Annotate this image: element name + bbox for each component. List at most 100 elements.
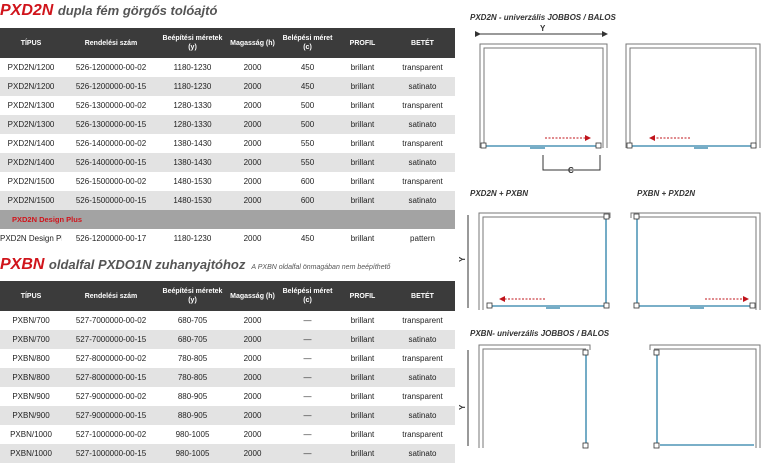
- cell: 450: [280, 77, 335, 96]
- cell: 980-1005: [160, 444, 225, 463]
- cell: PXD2N/1400: [0, 153, 62, 172]
- cell: PXBN/900: [0, 406, 62, 425]
- cell: —: [280, 330, 335, 349]
- cell: 2000: [243, 101, 262, 110]
- cell: 526-1500000-00-02: [75, 177, 147, 186]
- cell: brillant: [350, 139, 375, 148]
- cell: PXBN/900: [12, 392, 50, 401]
- cell: 527-1000000-00-15: [62, 444, 160, 463]
- row: PXD2N/1500 526-1500000-00-15 1480-1530 2000…: [0, 191, 455, 210]
- cell: 550: [280, 153, 335, 172]
- cell: PXD2N/1200: [7, 63, 55, 72]
- cell: 2000: [243, 139, 262, 148]
- cell: —: [303, 430, 312, 439]
- cell: brillant: [350, 392, 375, 401]
- cell: 2000: [243, 234, 262, 243]
- header-cell: BETÉT: [390, 28, 455, 58]
- cell: 680-705: [177, 316, 208, 325]
- title-2: PXBN oldalfal PXDO1N zuhanyajtóhoz A PXBN…: [0, 256, 390, 274]
- header-cell: BETÉT: [390, 281, 455, 311]
- cell: satinato: [390, 444, 455, 463]
- cell: —: [303, 392, 312, 401]
- header-cell: Magasság (h): [225, 281, 280, 311]
- cell: 2000: [243, 177, 262, 186]
- diagram-title: PXBN + PXD2N: [637, 189, 695, 198]
- cell: 2000: [243, 316, 262, 325]
- title-text: oldalfal PXDO1N zuhanyajtóhoz: [48, 257, 246, 272]
- header-cell: Belépési méret (c): [280, 281, 335, 311]
- cell: pattern: [410, 234, 435, 243]
- cell: 2000: [243, 354, 262, 363]
- cell: brillant: [335, 444, 390, 463]
- header-cell: PROFIL: [335, 28, 390, 58]
- cell: brillant: [350, 101, 375, 110]
- row: PXBN/700 527-7000000-00-02 680-705 2000 — bri…: [0, 311, 455, 330]
- table-pxbn: TÍPUS Rendelési szám Beépítési méretek (y)…: [0, 281, 455, 463]
- cell: transparent: [402, 63, 443, 72]
- cell: 526-1200000-00-15: [62, 77, 160, 96]
- cell: 1180-1230: [160, 77, 225, 96]
- cell: 2000: [225, 191, 280, 210]
- cell: 1180-1230: [173, 63, 212, 72]
- cell: PXBN/800: [0, 368, 62, 387]
- header-cell: Beépítési méretek (y): [160, 281, 225, 311]
- cell: —: [303, 354, 312, 363]
- cell: 2000: [243, 430, 262, 439]
- cell: 527-1000000-00-02: [75, 430, 147, 439]
- cell: brillant: [350, 430, 375, 439]
- cell: transparent: [402, 430, 443, 439]
- cell: 526-1300000-00-15: [62, 115, 160, 134]
- cell: 450: [300, 63, 315, 72]
- cell: transparent: [402, 392, 443, 401]
- row: PXBN/800 527-8000000-00-02 780-805 2000 — bri…: [0, 349, 455, 368]
- cell: 600: [280, 191, 335, 210]
- cell: 526-1200000-00-17: [75, 234, 147, 243]
- header-cell: TÍPUS: [0, 281, 62, 311]
- cell: 880-905: [177, 392, 208, 401]
- cell: 1380-1430: [160, 153, 225, 172]
- cell: —: [280, 444, 335, 463]
- cell: satinato: [390, 77, 455, 96]
- cell: 2000: [243, 63, 262, 72]
- cell: brillant: [350, 354, 375, 363]
- cell: 780-805: [160, 368, 225, 387]
- cell: brillant: [335, 77, 390, 96]
- header-row: TÍPUS Rendelési szám Beépítési méretek (y)…: [0, 28, 455, 58]
- cell: PXD2N Design Plus: [0, 234, 62, 243]
- row: PXD2N/1200 526-1200000-00-15 1180-1230 2000…: [0, 77, 455, 96]
- cell: 527-9000000-00-02: [75, 392, 147, 401]
- cell: transparent: [402, 139, 443, 148]
- cell: transparent: [402, 354, 443, 363]
- cell: 680-705: [160, 330, 225, 349]
- diagram-title: PXBN- univerzális JOBBOS / BALOS: [470, 329, 610, 338]
- cell: PXD2N/1300: [0, 115, 62, 134]
- section-label: PXD2N Design Plus: [0, 210, 455, 229]
- row: PXD2N/1300 526-1300000-00-02 1280-1330 2000…: [0, 96, 455, 115]
- header-cell: PROFIL: [335, 281, 390, 311]
- cell: satinato: [390, 191, 455, 210]
- row: PXBN/900 527-9000000-00-02 880-905 2000 — bri…: [0, 387, 455, 406]
- row: PXBN/700 527-7000000-00-15 680-705 2000— bri…: [0, 330, 455, 349]
- cell: 500: [280, 115, 335, 134]
- cell: —: [280, 368, 335, 387]
- cell: 1280-1330: [173, 101, 212, 110]
- cell: brillant: [335, 153, 390, 172]
- cell: PXD2N/1300: [7, 101, 55, 110]
- row: PXBN/800 527-8000000-00-15 780-805 2000— bri…: [0, 368, 455, 387]
- row: PXBN/900 527-9000000-00-15 880-905 2000— bri…: [0, 406, 455, 425]
- cell: PXBN/700: [12, 316, 50, 325]
- title-code: PXBN: [0, 256, 45, 273]
- cell: satinato: [390, 406, 455, 425]
- diagram-title: PXD2N - univerzális JOBBOS / BALOS: [470, 13, 616, 22]
- cell: PXBN/1000: [0, 444, 62, 463]
- header-cell: Rendelési szám: [62, 28, 160, 58]
- cell: 880-905: [160, 406, 225, 425]
- cell: PXD2N/1500: [7, 177, 55, 186]
- note: A PXBN oldalfal önmagában nem beépíthető: [251, 264, 391, 271]
- header-cell: Belépési méret (c): [280, 28, 335, 58]
- cell: 600: [300, 177, 315, 186]
- cell: 527-7000000-00-15: [62, 330, 160, 349]
- cell: 527-8000000-00-02: [75, 354, 147, 363]
- cell: 2000: [225, 115, 280, 134]
